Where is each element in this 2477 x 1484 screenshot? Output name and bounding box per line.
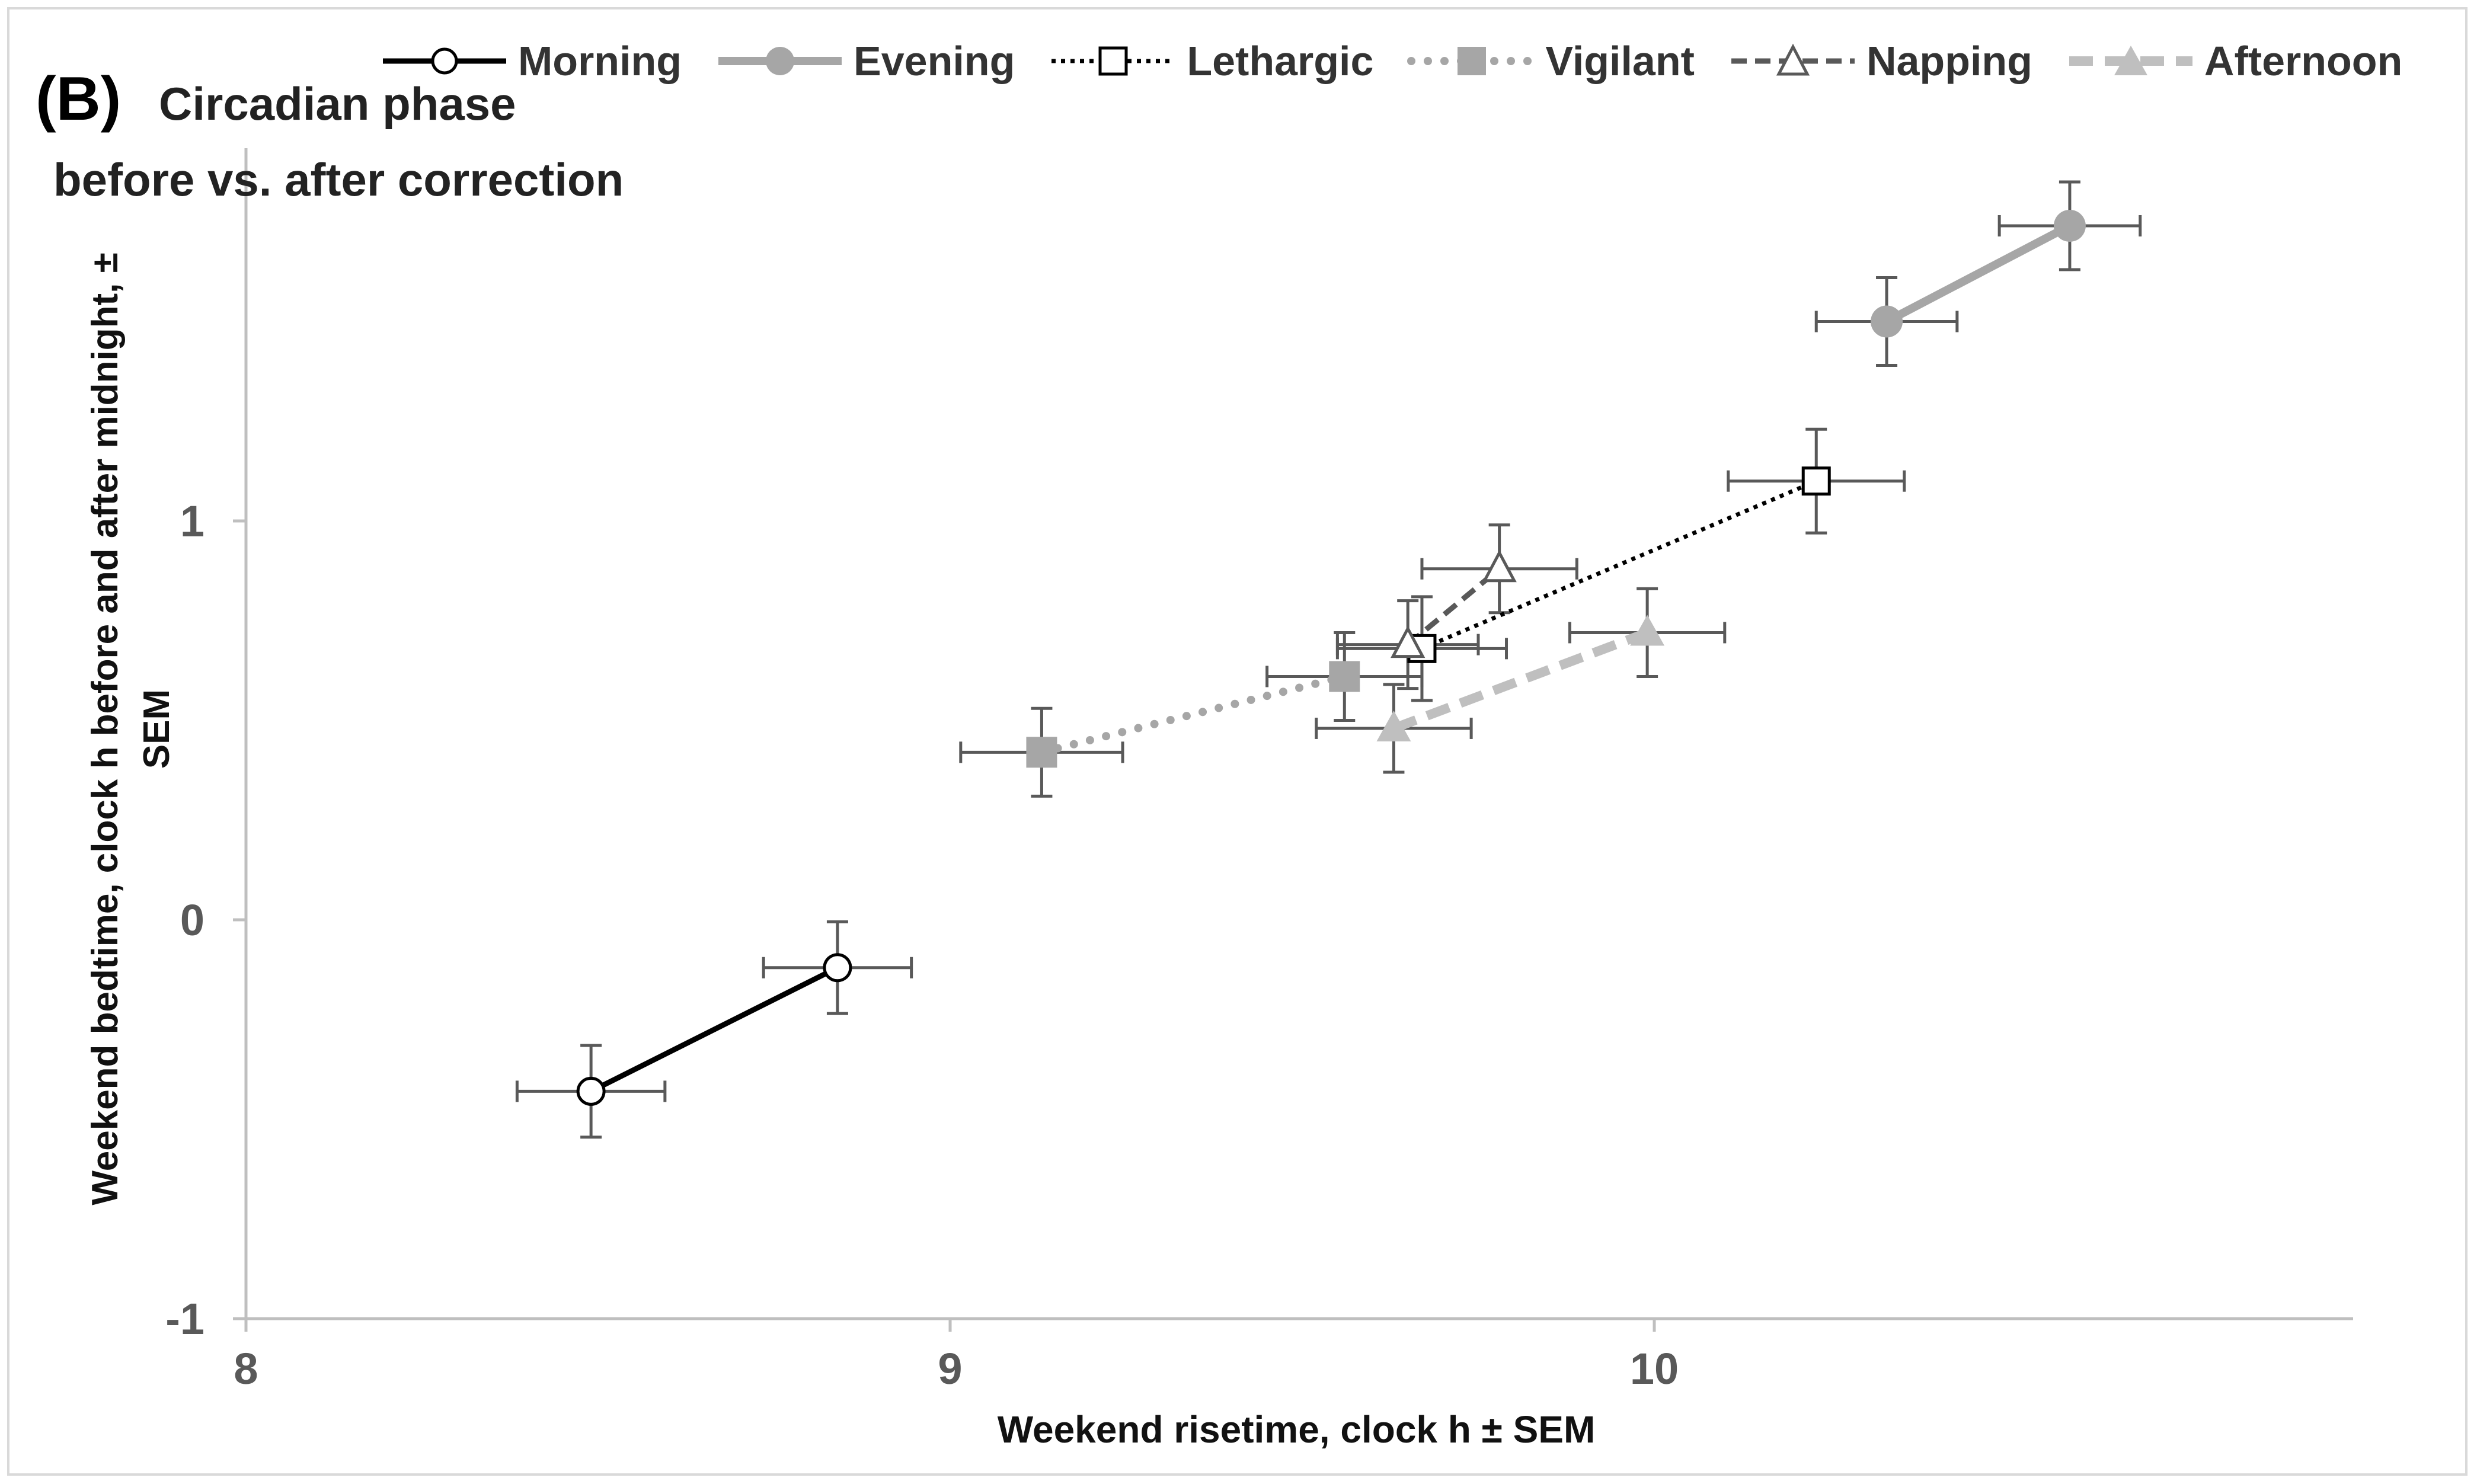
marker-lethargic-1 xyxy=(1801,466,1831,496)
series-line-lethargic xyxy=(1421,479,1817,651)
legend-swatch-lethargic xyxy=(1051,46,1175,76)
legend-label-napping: Napping xyxy=(1866,38,2032,84)
marker-evening-1 xyxy=(2053,209,2086,242)
legend-label-lethargic: Lethargic xyxy=(1187,38,1374,84)
legend-swatch-napping xyxy=(1731,43,1855,76)
marker-morning-1 xyxy=(823,953,852,983)
x-tick-label: 8 xyxy=(234,1344,258,1393)
x-tick-label: 9 xyxy=(938,1344,962,1393)
legend-item-vigilant: Vigilant xyxy=(1407,37,1695,85)
chart-title-line-2: before vs. after correction xyxy=(53,153,624,206)
legend-swatch-morning xyxy=(383,47,506,75)
series-line-vigilant xyxy=(1037,672,1349,757)
legend: Morning Evening Lethargic Vigilant Nappi… xyxy=(379,34,2402,88)
legend-label-afternoon: Afternoon xyxy=(2204,38,2403,84)
legend-swatch-vigilant xyxy=(1407,47,1537,75)
y-tick-label: -1 xyxy=(165,1294,204,1344)
legend-item-afternoon: Afternoon xyxy=(2066,37,2402,85)
y-tick-label: 1 xyxy=(180,497,204,546)
legend-label-vigilant: Vigilant xyxy=(1545,38,1695,84)
panel-label: (B) xyxy=(36,65,122,133)
marker-evening-0 xyxy=(1871,305,1903,338)
legend-label-evening: Evening xyxy=(854,38,1015,84)
legend-item-evening: Evening xyxy=(715,37,1015,85)
y-tick-label: 0 xyxy=(180,895,204,945)
legend-swatch-afternoon xyxy=(2069,46,2192,75)
chart-title-line-1: Circadian phase xyxy=(159,78,516,130)
legend-swatch-evening xyxy=(718,47,842,75)
y-axis-label: Weekend bedtime, clock h before and afte… xyxy=(85,252,177,1205)
legend-label-morning: Morning xyxy=(518,38,682,84)
legend-item-morning: Morning xyxy=(379,37,682,85)
marker-morning-0 xyxy=(576,1076,606,1106)
marker-napping-1 xyxy=(1482,549,1517,583)
figure-frame xyxy=(7,7,2468,1476)
x-axis-label: Weekend risetime, clock h ± SEM xyxy=(997,1408,1596,1451)
legend-item-lethargic: Lethargic xyxy=(1048,37,1373,85)
series-line-afternoon xyxy=(1392,628,1649,733)
x-tick-label: 10 xyxy=(1630,1344,1679,1393)
series-line-morning xyxy=(590,965,839,1094)
legend-item-napping: Napping xyxy=(1728,37,2032,85)
marker-vigilant-0 xyxy=(1026,737,1057,768)
marker-vigilant-1 xyxy=(1329,661,1360,692)
marker-napping-0 xyxy=(1391,625,1426,658)
series-line-evening xyxy=(1884,222,2072,325)
marker-afternoon-0 xyxy=(1376,710,1411,741)
marker-afternoon-1 xyxy=(1630,615,1665,646)
